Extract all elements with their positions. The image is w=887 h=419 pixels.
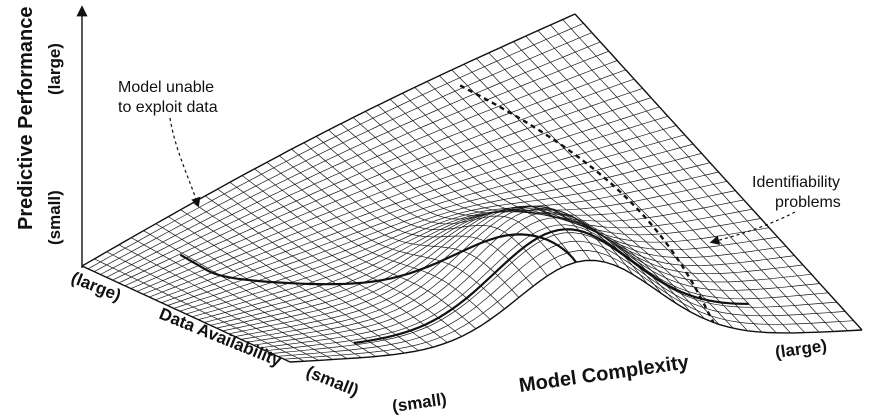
mesh-line: [277, 240, 846, 357]
mesh-line: [234, 205, 787, 337]
y-axis-high-label: (large): [45, 43, 64, 95]
mesh-line: [87, 22, 584, 270]
mesh-line: [247, 207, 803, 343]
surface-edge: [81, 13, 576, 267]
mesh-line: [216, 208, 761, 329]
mesh-line: [271, 232, 837, 354]
mesh-line: [143, 106, 660, 295]
mesh-line: [173, 153, 702, 309]
x-axis-low-label: (small): [391, 390, 448, 416]
mesh-line: [241, 175, 477, 330]
annotation-right-line2: problems: [775, 194, 841, 211]
surface-mesh: [81, 13, 863, 363]
ridge-curve-solid: [179, 233, 577, 286]
annotation-left-arrow: [169, 117, 201, 208]
z-axis-high-label: (large): [69, 268, 124, 305]
annotation-left-line1: Model unable: [118, 79, 214, 96]
mesh-line: [204, 199, 744, 323]
mesh-line: [192, 180, 727, 318]
mesh-line: [112, 60, 618, 281]
mesh-line: [198, 190, 736, 320]
mesh-line: [106, 50, 609, 278]
mesh-line: [118, 69, 626, 284]
annotation-left-line2: to exploit data: [118, 99, 218, 116]
surface-ridges: [179, 84, 749, 345]
mesh-line: [130, 88, 643, 289]
mesh-line: [167, 143, 694, 306]
mesh-line: [210, 208, 753, 326]
y-axis-low-label: (small): [45, 190, 64, 245]
mesh-line: [222, 207, 770, 332]
mesh-line: [259, 217, 820, 349]
mesh-line: [100, 41, 601, 275]
mesh-line: [352, 117, 605, 263]
mesh-line: [94, 32, 593, 272]
ridge-crest: [353, 228, 749, 345]
mesh-line: [149, 115, 669, 298]
y-axis-label: Predictive Performance: [15, 7, 37, 230]
x-axis-high-label: (large): [774, 336, 828, 362]
mesh-line: [253, 211, 812, 346]
z-axis-low-label: (small): [304, 362, 362, 400]
surface-edge: [574, 13, 863, 331]
mesh-line: [265, 224, 829, 352]
annotation-right-line1: Identifiability: [752, 174, 840, 191]
mesh-line: [161, 134, 685, 304]
mesh-line: [185, 171, 719, 315]
z-axis-label: Data Availability: [157, 304, 285, 371]
surface-edge: [81, 265, 291, 363]
x-axis-label: Model Complexity: [518, 351, 691, 397]
mesh-line: [155, 125, 677, 301]
mesh-line: [241, 205, 795, 340]
mesh-line: [179, 162, 711, 312]
mesh-line: [136, 97, 652, 292]
mesh-line: [228, 206, 778, 335]
annotation-right-arrow: [709, 211, 796, 245]
mesh-line: [124, 78, 635, 287]
